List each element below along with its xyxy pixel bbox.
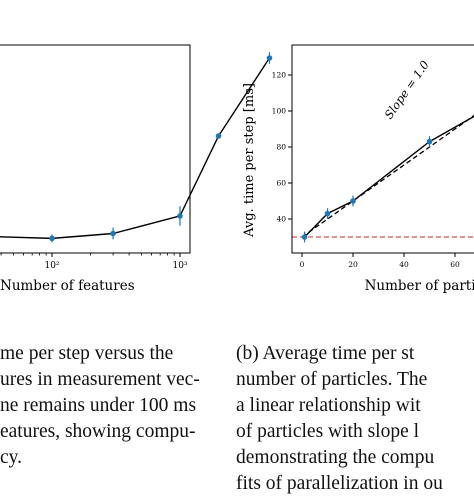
caption-b-line: number of particles. The <box>236 369 428 390</box>
axes-frame-b <box>291 44 474 254</box>
caption-a-line: ures in measurement vec- <box>0 369 200 390</box>
slope-annotation: Slope = 1.0 <box>382 58 432 122</box>
panel-b: 0 20 40 60 40 60 80 100 120 Slope = 1.0 Number o… <box>242 44 474 294</box>
data-point-b <box>350 198 356 204</box>
caption-a-line: eatures, showing compu- <box>0 421 196 442</box>
caption-a-line: me per step versus the <box>0 343 174 364</box>
data-point-b <box>301 234 308 240</box>
data-point-a <box>177 213 183 219</box>
y-tick-label-b: 120 <box>272 71 287 80</box>
x-tick-label-a-1: 10³ <box>172 261 187 271</box>
caption-b-line: fits of parallelization in ou <box>236 473 443 494</box>
data-point-a <box>266 55 273 61</box>
data-point-a <box>110 230 116 237</box>
x-tick-label-b: 20 <box>348 260 358 269</box>
x-tick-label-b: 60 <box>450 260 460 269</box>
caption-b-line: of particles with slope l <box>236 421 420 442</box>
slope-line <box>301 114 474 238</box>
x-tick-label-b: 0 <box>300 260 305 269</box>
series-line-a <box>0 57 271 240</box>
data-point-b <box>426 138 433 145</box>
x-axis-label-a: Number of features <box>0 278 135 294</box>
caption-b-line: (b) Average time per st <box>236 343 415 364</box>
data-point-b <box>324 210 331 217</box>
x-tick-label-a-0: 10² <box>44 261 59 271</box>
y-tick-label-b: 40 <box>276 215 286 224</box>
x-axis-label-b: Number of particle <box>365 278 474 294</box>
y-tick-label-b: 80 <box>276 143 286 152</box>
y-axis-label-b: Avg. time per step [ms] <box>242 83 257 238</box>
data-point-a <box>49 235 55 242</box>
caption-a: me per step versus the ures in measureme… <box>0 341 200 471</box>
caption-b-line: a linear relationship wit <box>236 395 421 416</box>
panel-a: 10² 10³ Number of features <box>0 44 273 294</box>
axes-frame-a <box>0 44 191 254</box>
y-tick-label-b: 60 <box>276 179 286 188</box>
x-tick-label-b: 40 <box>399 260 409 269</box>
caption-a-line: cy. <box>0 447 23 468</box>
caption-a-line: ne remains under 100 ms <box>0 395 197 416</box>
figure: 10² 10³ Number of features 0 20 40 60 40 60 80… <box>0 44 474 294</box>
data-point-a <box>215 133 222 139</box>
y-tick-label-b: 100 <box>272 107 287 116</box>
caption-b-line: demonstrating the compu <box>236 447 435 468</box>
